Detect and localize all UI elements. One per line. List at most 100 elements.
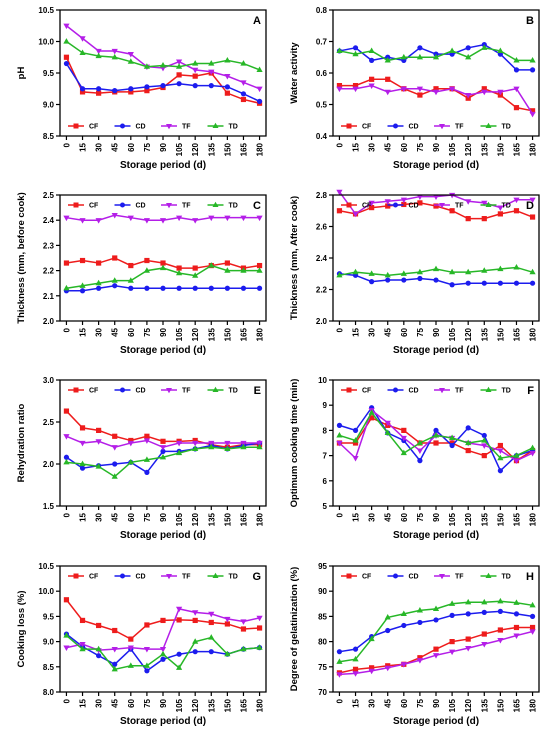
data-point — [513, 264, 520, 270]
x-tick-label: 180 — [529, 698, 538, 712]
data-point — [416, 86, 424, 93]
chart-panel-g: 8.0 8.5 9.0 9.5 10.0 10.5 0 15 30 45 60 75 90 105 120 1… — [16, 562, 267, 727]
x-tick-label: 135 — [480, 327, 489, 341]
data-point — [352, 86, 359, 93]
series-td-f — [336, 409, 536, 461]
data-point — [111, 48, 118, 55]
data-point — [417, 655, 423, 661]
x-tick-label: 75 — [143, 512, 152, 521]
data-point — [401, 622, 407, 629]
x-tick-label: 75 — [416, 698, 425, 707]
x-tick-label: 0 — [335, 512, 344, 517]
data-point — [497, 211, 503, 217]
data-point — [192, 285, 198, 291]
legend-label: TD — [502, 574, 511, 581]
data-point — [192, 445, 199, 451]
y-axis-label: Optimum cooking time (min) — [289, 379, 300, 508]
legend-label: TF — [455, 124, 464, 131]
data-point — [256, 98, 263, 104]
data-point — [368, 635, 375, 642]
data-point — [144, 84, 150, 90]
data-point — [433, 277, 439, 283]
data-point — [465, 425, 471, 431]
data-point — [497, 608, 503, 614]
data-point — [144, 469, 150, 475]
x-tick-label: 30 — [95, 698, 104, 707]
data-point — [416, 439, 424, 446]
data-point — [336, 422, 343, 428]
data-point — [448, 649, 456, 656]
legend: CF CD TF TD — [341, 201, 511, 210]
legend-marker — [120, 123, 125, 129]
data-point — [368, 409, 375, 415]
data-point — [175, 449, 183, 456]
data-point — [224, 90, 230, 96]
y-axis-label: Degree of gelatinization (%) — [289, 567, 300, 692]
x-axis-label: Storage period (d) — [120, 160, 206, 171]
data-point — [513, 57, 520, 63]
data-point — [368, 668, 375, 675]
x-tick-label: 120 — [464, 142, 473, 156]
data-point — [240, 215, 247, 222]
panel-label: D — [526, 200, 534, 212]
data-point — [224, 440, 231, 447]
x-tick-label: 30 — [368, 512, 377, 521]
data-point — [336, 658, 343, 664]
data-point — [112, 661, 118, 667]
y-axis-label: pH — [16, 67, 27, 80]
series-tf-e — [63, 434, 263, 451]
data-point — [159, 264, 167, 271]
data-point — [175, 215, 183, 222]
data-point — [111, 473, 118, 479]
x-tick-label: 165 — [512, 512, 521, 526]
data-point — [224, 57, 231, 63]
data-point — [256, 215, 263, 222]
legend-marker — [439, 124, 445, 130]
data-point — [96, 260, 102, 266]
data-point — [352, 45, 359, 51]
data-point — [401, 427, 407, 433]
data-point — [144, 285, 150, 291]
y-tick-label: 75 — [318, 663, 327, 672]
legend-label: CD — [409, 203, 419, 210]
data-point — [112, 255, 118, 261]
panel-label: C — [253, 200, 261, 212]
legend-marker — [485, 386, 492, 392]
data-point — [352, 83, 359, 89]
data-point — [208, 262, 215, 268]
y-tick-label: 7 — [323, 452, 328, 461]
x-tick-label: 135 — [480, 698, 489, 712]
legend: CF CD TF TD — [341, 572, 511, 581]
data-point — [352, 437, 359, 443]
plot-frame — [332, 194, 540, 322]
y-tick-label: 0.5 — [316, 101, 328, 110]
data-point — [111, 647, 118, 653]
data-point — [96, 622, 102, 629]
data-point — [160, 260, 166, 266]
data-point — [208, 443, 215, 450]
y-tick-label: 2.6 — [316, 223, 328, 232]
legend-marker — [439, 574, 445, 580]
data-point — [336, 672, 343, 678]
data-point — [143, 267, 151, 273]
y-axis-label: Thickness (mm, before cook) — [16, 192, 27, 323]
x-tick-label: 120 — [191, 327, 200, 341]
y-tick-label: 95 — [318, 562, 327, 571]
data-point — [159, 650, 167, 657]
x-tick-label: 120 — [464, 698, 473, 712]
data-point — [143, 63, 151, 69]
plot-frame — [59, 9, 267, 137]
data-point — [192, 60, 199, 66]
legend-marker — [73, 202, 79, 208]
series-cf-h — [336, 624, 536, 676]
data-point — [256, 285, 263, 291]
data-point — [369, 57, 375, 64]
series-tf-a — [63, 23, 263, 93]
x-tick-label: 75 — [143, 698, 152, 707]
data-point — [513, 633, 520, 639]
legend-marker — [212, 201, 219, 207]
y-tick-label: 2.4 — [316, 254, 328, 263]
legend-marker — [73, 123, 79, 129]
x-tick-label: 120 — [191, 512, 200, 526]
